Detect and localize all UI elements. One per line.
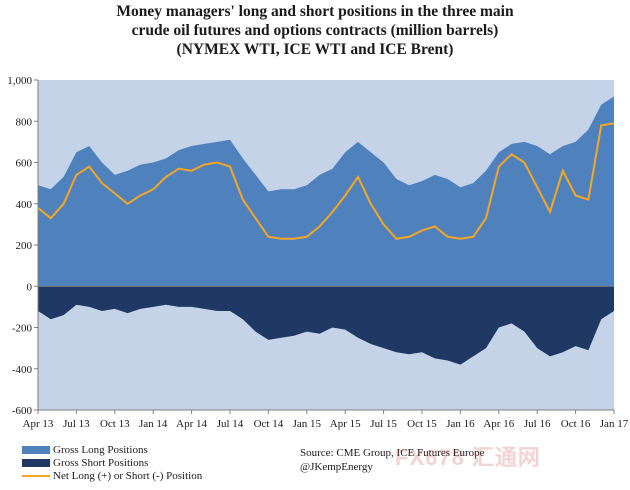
chart-svg: -600 -400 -200 0 200 400 600 800 1,000 Apr 13 Jul … xyxy=(7,75,628,430)
y-tick-label: 600 xyxy=(16,158,33,170)
y-tick-label: -400 xyxy=(12,364,33,376)
x-tick-label: Oct 13 xyxy=(100,418,130,430)
chart-title: Money managers' long and short positions… xyxy=(0,2,630,59)
legend: Gross Long Positions Gross Short Positio… xyxy=(22,443,292,482)
x-tick-label: Jul 16 xyxy=(524,418,551,430)
x-tick-label: Apr 16 xyxy=(483,418,514,430)
legend-label-long: Gross Long Positions xyxy=(53,443,148,456)
watermark-logo: FX678 汇通网 xyxy=(395,445,541,470)
x-tick-label: Oct 16 xyxy=(561,418,591,430)
series-line-net-position xyxy=(37,122,615,240)
legend-item-short: Gross Short Positions xyxy=(22,456,292,469)
x-tick-label: Jan 15 xyxy=(293,418,322,430)
chart-title-line-2: crude oil futures and options contracts … xyxy=(131,22,499,39)
plot-area xyxy=(37,80,615,410)
legend-item-long: Gross Long Positions xyxy=(22,443,292,456)
source-note: Source: CME Group, ICE Futures Europe @J… xyxy=(300,446,620,474)
legend-label-short: Gross Short Positions xyxy=(53,456,149,469)
y-tick-label: -200 xyxy=(12,323,33,335)
y-tick-label: 400 xyxy=(16,199,33,211)
x-tick-label: Oct 15 xyxy=(407,418,437,430)
legend-label-net: Net Long (+) or Short (-) Position xyxy=(53,469,203,482)
x-tick-label: Jul 13 xyxy=(63,418,90,430)
series-area-gross-long xyxy=(38,96,614,287)
y-tick-label: 800 xyxy=(16,116,33,128)
legend-item-net: Net Long (+) or Short (-) Position xyxy=(22,469,292,482)
attribution-text: @JKempEnergy xyxy=(300,461,373,473)
source-text: Source: CME Group, ICE Futures Europe xyxy=(300,447,485,459)
x-tick-label: Jul 14 xyxy=(217,418,244,430)
legend-swatch-net xyxy=(22,474,50,477)
x-tick-label: Oct 14 xyxy=(254,418,284,430)
x-tick-label: Jan 17 xyxy=(600,418,629,430)
x-tick-label: Jul 15 xyxy=(370,418,397,430)
y-tick-label: 200 xyxy=(16,240,33,252)
legend-swatch-short xyxy=(22,458,50,467)
y-tick-label: 0 xyxy=(27,281,33,293)
axes: -600 -400 -200 0 200 400 600 800 1,000 Apr 13 Jul … xyxy=(7,75,628,430)
y-tick-label: 1,000 xyxy=(7,75,32,87)
x-tick-label: Jan 16 xyxy=(446,418,475,430)
x-tick-label: Apr 13 xyxy=(23,418,54,430)
x-tick-label: Jan 14 xyxy=(139,418,168,430)
legend-swatch-long xyxy=(22,445,50,454)
chart-subtitle: (NYMEX WTI, ICE WTI and ICE Brent) xyxy=(176,41,454,58)
series-area-gross-short xyxy=(38,286,614,365)
x-tick-label: Apr 15 xyxy=(330,418,361,430)
x-tick-label: Apr 14 xyxy=(176,418,207,430)
chart-title-line-1: Money managers' long and short positions… xyxy=(116,3,514,20)
y-tick-label: -600 xyxy=(12,405,33,417)
